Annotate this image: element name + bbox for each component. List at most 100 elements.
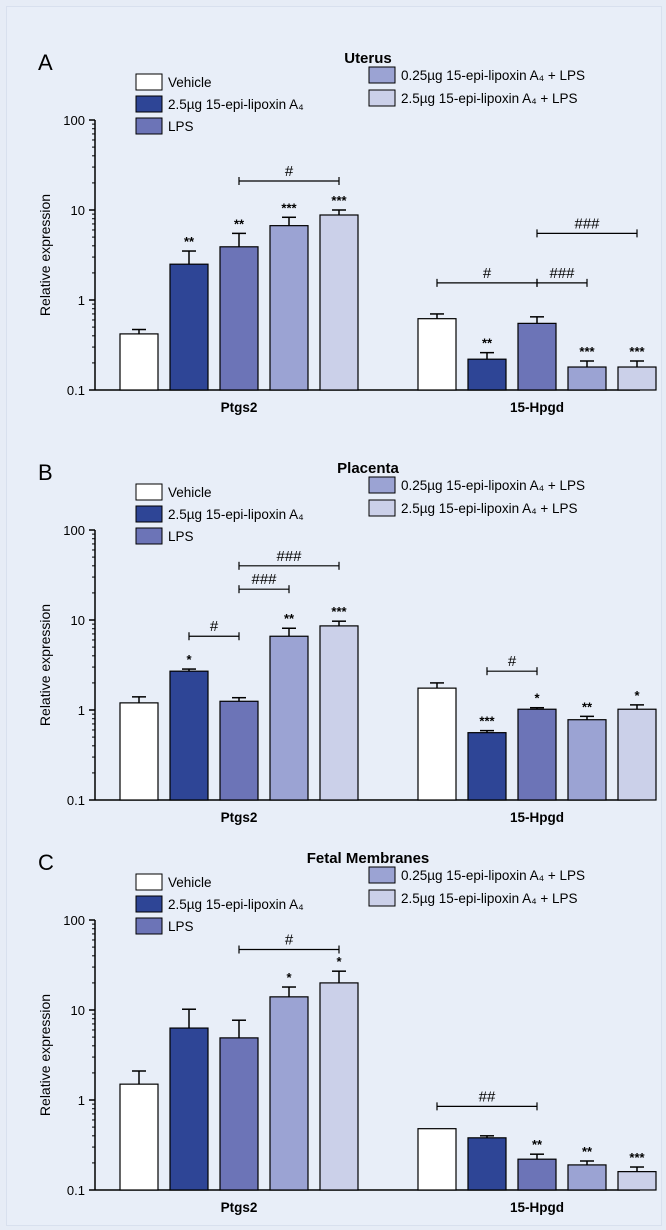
bar xyxy=(119,1083,159,1191)
bar xyxy=(467,1137,507,1191)
panel-label: B xyxy=(38,460,53,485)
legend-swatch xyxy=(368,866,396,884)
significance-marker: ** xyxy=(582,1144,593,1159)
legend-entry: 0.25µg 15-epi-lipoxin A₄ + LPS xyxy=(401,478,585,493)
panel-title: Placenta xyxy=(337,460,399,477)
legend-entry: LPS xyxy=(168,119,194,134)
y-tick-label: 0.1 xyxy=(67,383,85,398)
y-tick-label: 1 xyxy=(78,703,85,718)
legend-swatch xyxy=(135,117,163,135)
legend-swatch xyxy=(368,89,396,107)
significance-marker: * xyxy=(634,688,640,703)
bar xyxy=(517,708,557,801)
y-tick-label: 100 xyxy=(63,913,85,928)
legend-swatch xyxy=(135,505,163,523)
legend-swatch xyxy=(135,73,163,91)
comparison-label: ### xyxy=(251,571,277,588)
comparison-label: # xyxy=(285,163,294,180)
y-tick-label: 1 xyxy=(78,293,85,308)
bar xyxy=(517,1158,557,1191)
significance-marker: * xyxy=(286,970,292,985)
significance-marker: *** xyxy=(629,1150,645,1165)
significance-marker: *** xyxy=(629,344,645,359)
significance-marker: *** xyxy=(281,200,297,215)
significance-marker: ** xyxy=(532,1137,543,1152)
y-tick-label: 10 xyxy=(71,203,85,218)
panel-title: Uterus xyxy=(344,50,392,67)
bar xyxy=(269,635,309,801)
x-group-label: 15-Hpgd xyxy=(510,400,564,415)
y-axis-label: Relative expression xyxy=(37,194,53,316)
significance-marker: ** xyxy=(482,336,493,351)
bar xyxy=(517,322,557,391)
x-group-label: 15-Hpgd xyxy=(510,1200,564,1215)
legend-entry: 2.5µg 15-epi-lipoxin A₄ xyxy=(168,507,304,522)
y-tick-label: 100 xyxy=(63,113,85,128)
legend-swatch xyxy=(135,95,163,113)
comparison-label: # xyxy=(508,653,517,670)
significance-marker: ** xyxy=(234,216,245,231)
panel-label: C xyxy=(38,850,54,875)
bar xyxy=(319,214,359,391)
panel-title: Fetal Membranes xyxy=(307,850,430,867)
comparison-label: ### xyxy=(574,215,600,232)
comparison-label: ### xyxy=(276,548,302,565)
bar xyxy=(169,670,209,801)
legend-swatch xyxy=(368,499,396,517)
legend-entry: 2.5µg 15-epi-lipoxin A₄ + LPS xyxy=(401,91,578,106)
significance-marker: ** xyxy=(184,234,195,249)
bar xyxy=(269,996,309,1191)
bar xyxy=(417,687,457,801)
y-tick-label: 10 xyxy=(71,1003,85,1018)
y-axis-label: Relative expression xyxy=(37,994,53,1116)
significance-marker: *** xyxy=(579,344,595,359)
legend-entry: 0.25µg 15-epi-lipoxin A₄ + LPS xyxy=(401,868,585,883)
legend-swatch xyxy=(135,895,163,913)
bar xyxy=(319,982,359,1191)
legend-entry: 2.5µg 15-epi-lipoxin A₄ xyxy=(168,897,304,912)
significance-marker: * xyxy=(336,954,342,969)
legend-swatch xyxy=(368,476,396,494)
legend-swatch xyxy=(135,917,163,935)
legend-entry: 2.5µg 15-epi-lipoxin A₄ xyxy=(168,97,304,112)
legend-entry: Vehicle xyxy=(168,75,212,90)
bar xyxy=(269,225,309,391)
bar xyxy=(417,318,457,391)
x-group-label: Ptgs2 xyxy=(221,400,258,415)
y-tick-label: 100 xyxy=(63,523,85,538)
legend-entry: 2.5µg 15-epi-lipoxin A₄ + LPS xyxy=(401,501,578,516)
legend-swatch xyxy=(135,873,163,891)
bar xyxy=(219,1037,259,1191)
y-tick-label: 1 xyxy=(78,1093,85,1108)
bar xyxy=(567,719,607,801)
panel-label: A xyxy=(38,50,53,75)
legend-entry: LPS xyxy=(168,529,194,544)
significance-marker: * xyxy=(534,691,540,706)
comparison-label: ### xyxy=(549,265,575,282)
bar xyxy=(319,625,359,801)
significance-marker: ** xyxy=(582,699,593,714)
legend-swatch xyxy=(135,483,163,501)
comparison-label: # xyxy=(210,618,219,635)
legend-entry: LPS xyxy=(168,919,194,934)
y-tick-label: 0.1 xyxy=(67,793,85,808)
bar xyxy=(169,1027,209,1191)
bar xyxy=(567,366,607,391)
bar xyxy=(119,702,159,801)
legend-entry: 2.5µg 15-epi-lipoxin A₄ + LPS xyxy=(401,891,578,906)
legend-entry: 0.25µg 15-epi-lipoxin A₄ + LPS xyxy=(401,68,585,83)
bar xyxy=(617,1171,657,1191)
bar xyxy=(219,700,259,801)
legend-swatch xyxy=(135,527,163,545)
bar xyxy=(567,1164,607,1191)
comparison-label: # xyxy=(483,265,492,282)
bar xyxy=(169,263,209,391)
bar xyxy=(617,708,657,801)
y-tick-label: 0.1 xyxy=(67,1183,85,1198)
legend-entry: Vehicle xyxy=(168,875,212,890)
bar xyxy=(467,358,507,391)
significance-marker: * xyxy=(186,652,192,667)
x-group-label: 15-Hpgd xyxy=(510,810,564,825)
bar xyxy=(417,1128,457,1191)
